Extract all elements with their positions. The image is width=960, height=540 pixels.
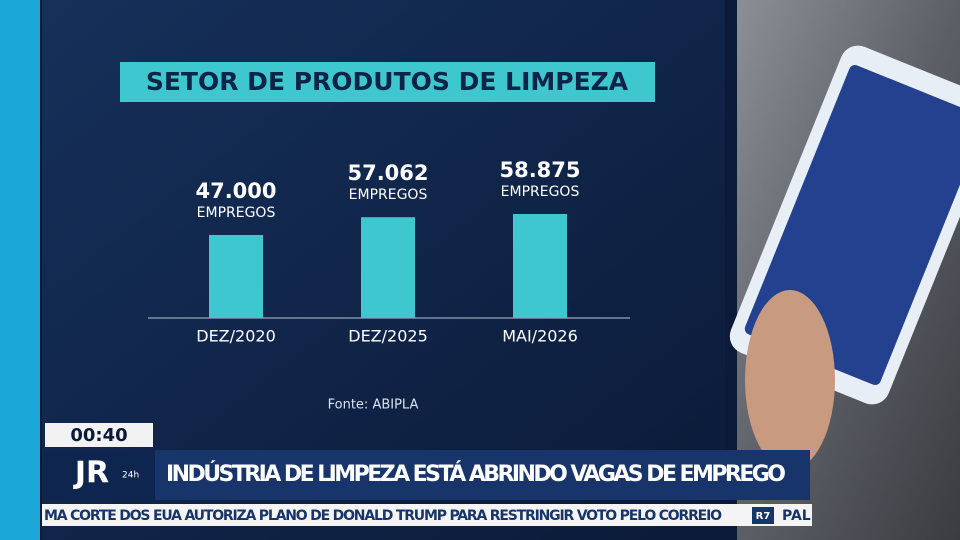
ticker-badge-box (752, 507, 774, 524)
left-strip (0, 0, 40, 540)
bar (209, 234, 263, 318)
headline-bar (45, 450, 810, 500)
value-unit: EMPREGOS (197, 205, 276, 221)
chart-title: SETOR DE PRODUTOS DE LIMPEZA (146, 67, 629, 96)
category-label: DEZ/2025 (348, 327, 428, 346)
title-box (120, 62, 655, 102)
value-unit: EMPREGOS (349, 187, 428, 203)
ticker-next: PAL (782, 508, 811, 524)
category-label: DEZ/2020 (196, 327, 276, 346)
category-label: MAI/2026 (502, 327, 578, 346)
bar (513, 213, 567, 318)
hand (745, 290, 835, 470)
value-label: 47.000 (195, 179, 276, 203)
headline: INDÚSTRIA DE LIMPEZA ESTÁ ABRINDO VAGAS … (166, 461, 786, 487)
time: 00:40 (70, 425, 127, 446)
ticker: MA CORTE DOS EUA AUTORIZA PLANO DE DONAL… (44, 508, 722, 524)
logo-sub: 24h (122, 471, 139, 481)
logo-box (45, 450, 155, 500)
logo: JR (73, 456, 109, 491)
source: Fonte: ABIPLA (328, 398, 419, 413)
value-unit: EMPREGOS (501, 184, 580, 200)
value-label: 58.875 (499, 158, 580, 182)
ticker-badge: R7 (756, 511, 771, 522)
time-box (45, 423, 153, 447)
value-label: 57.062 (347, 161, 428, 185)
bar (361, 217, 415, 318)
ticker-bar (42, 504, 812, 526)
